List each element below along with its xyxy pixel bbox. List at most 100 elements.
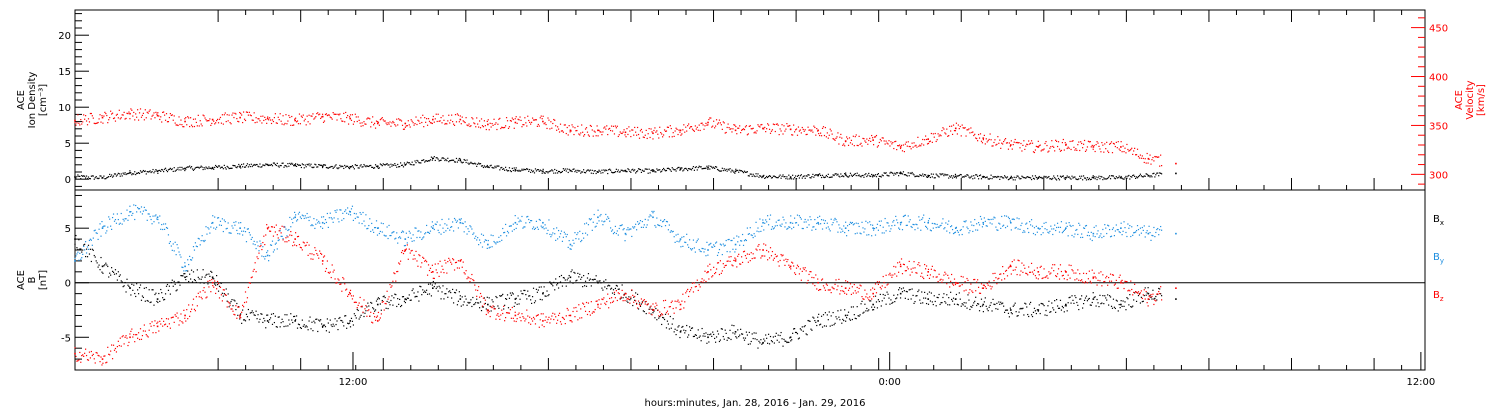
- mag-bx-series-dot: [518, 295, 519, 296]
- velocity-velocity-series-dot: [906, 142, 907, 143]
- density-ion-density-series-dot: [430, 159, 431, 160]
- mag-bx-series-dot: [924, 292, 925, 293]
- mag-bx-series-dot: [241, 323, 242, 324]
- density-ion-density-series-dot: [973, 175, 974, 176]
- mag-bx-series-dot: [704, 336, 705, 337]
- velocity-velocity-series-dot: [214, 123, 215, 124]
- mag-by-series-dot: [418, 230, 419, 231]
- mag-by-series-dot: [932, 223, 933, 224]
- velocity-velocity-series-dot: [715, 125, 716, 126]
- mag-by-series-dot: [1030, 224, 1031, 225]
- density-ion-density-series-dot: [154, 171, 155, 172]
- mag-bx-series-dot: [1125, 309, 1126, 310]
- density-ion-density-series-dot: [391, 166, 392, 167]
- velocity-velocity-series-dot: [308, 115, 309, 116]
- velocity-velocity-series-dot: [946, 129, 947, 130]
- mag-by-series-dot: [447, 228, 448, 229]
- mag-by-series-point: [597, 216, 599, 218]
- mag-bz-series-dot: [204, 292, 205, 293]
- density-ion-density-series-dot: [556, 170, 557, 171]
- density-ion-density-series-dot: [933, 174, 934, 175]
- mag-by-series-point: [460, 222, 462, 224]
- mag-bx-series-dot: [1161, 295, 1162, 296]
- density-ion-density-series-dot: [1116, 176, 1117, 177]
- velocity-velocity-series-dot: [598, 130, 599, 131]
- velocity-velocity-series-point: [404, 123, 406, 125]
- mag-by-series-dot: [861, 222, 862, 223]
- mag-by-series-dot: [809, 216, 810, 217]
- mag-by-series-dot: [182, 267, 183, 268]
- mag-bx-series-dot: [457, 304, 458, 305]
- mag-bx-series-dot: [279, 316, 280, 317]
- mag-bx-series-dot: [280, 326, 281, 327]
- mag-by-series-dot: [480, 242, 481, 243]
- mag-by-series-dot: [741, 240, 742, 241]
- mag-bz-series-dot: [227, 306, 228, 307]
- mag-by-series-point: [74, 260, 76, 262]
- velocity-velocity-series-dot: [345, 112, 346, 113]
- velocity-velocity-series-dot: [391, 122, 392, 123]
- mag-by-series-dot: [202, 235, 203, 236]
- velocity-velocity-series-dot: [264, 117, 265, 118]
- mag-bx-series-dot: [256, 311, 257, 312]
- velocity-velocity-series-dot: [1118, 141, 1119, 142]
- velocity-velocity-series-dot: [456, 121, 457, 122]
- density-ion-density-series-dot: [857, 173, 858, 174]
- velocity-velocity-series-dot: [361, 126, 362, 127]
- density-ion-density-series-dot: [542, 173, 543, 174]
- mag-by-series-dot: [547, 230, 548, 231]
- mag-bx-series-dot: [1068, 302, 1069, 303]
- mag-by-series-dot: [491, 235, 492, 236]
- mag-by-series-dot: [141, 206, 142, 207]
- velocity-velocity-series-dot: [860, 143, 861, 144]
- mag-bx-series-dot: [951, 299, 952, 300]
- velocity-velocity-series-dot: [481, 118, 482, 119]
- velocity-velocity-series-dot: [931, 133, 932, 134]
- mag-bz-series-dot: [114, 350, 115, 351]
- density-ion-density-series-point: [955, 176, 957, 178]
- density-ion-density-series-dot: [123, 173, 124, 174]
- mag-bx-series-dot: [252, 310, 253, 311]
- mag-bx-series-dot: [171, 282, 172, 283]
- density-ion-density-series-dot: [1129, 178, 1130, 179]
- density-ion-density-series-dot: [423, 159, 424, 160]
- mag-bz-series-dot: [78, 359, 79, 360]
- velocity-velocity-series-dot: [547, 117, 548, 118]
- mag-by-series-dot: [937, 224, 938, 225]
- velocity-velocity-series-dot: [828, 138, 829, 139]
- mag-by-series-dot: [902, 229, 903, 230]
- mag-by-series-dot: [764, 223, 765, 224]
- mag-by-series-point: [515, 222, 517, 224]
- velocity-velocity-series-dot: [1049, 148, 1050, 149]
- velocity-velocity-series-dot: [142, 115, 143, 116]
- mag-bx-series-dot: [565, 279, 566, 280]
- velocity-velocity-series-dot: [893, 148, 894, 149]
- mag-by-series-dot: [1123, 221, 1124, 222]
- mag-bx-series-dot: [922, 302, 923, 303]
- mag-by-series-dot: [782, 217, 783, 218]
- mag-bz-series-dot: [196, 296, 197, 297]
- density-ion-density-series-dot: [798, 175, 799, 176]
- mag-by-series-dot: [386, 235, 387, 236]
- mag-bz-series-dot: [145, 331, 146, 332]
- mag-by-series-dot: [1029, 221, 1030, 222]
- mag-bz-series-dot: [253, 271, 254, 272]
- mag-by-series-dot: [387, 226, 388, 227]
- mag-bx-series-dot: [1003, 306, 1004, 307]
- mag-by-series-dot: [769, 219, 770, 220]
- mag-by-series-dot: [460, 219, 461, 220]
- mag-bx-series-dot: [1017, 315, 1018, 316]
- mag-by-series-dot: [697, 240, 698, 241]
- mag-bx-series-dot: [972, 305, 973, 306]
- density-ion-density-series-dot: [574, 171, 575, 172]
- mag-by-series-dot: [390, 235, 391, 236]
- mag-by-series-dot: [779, 219, 780, 220]
- velocity-velocity-series-dot: [648, 133, 649, 134]
- density-ion-density-series-dot: [716, 167, 717, 168]
- mag-by-series-point: [267, 255, 269, 257]
- mag-by-series-dot: [516, 228, 517, 229]
- mag-bx-series-dot: [967, 294, 968, 295]
- velocity-velocity-series-dot: [941, 130, 942, 131]
- density-ion-density-series-dot: [240, 167, 241, 168]
- mag-bx-series-dot: [623, 297, 624, 298]
